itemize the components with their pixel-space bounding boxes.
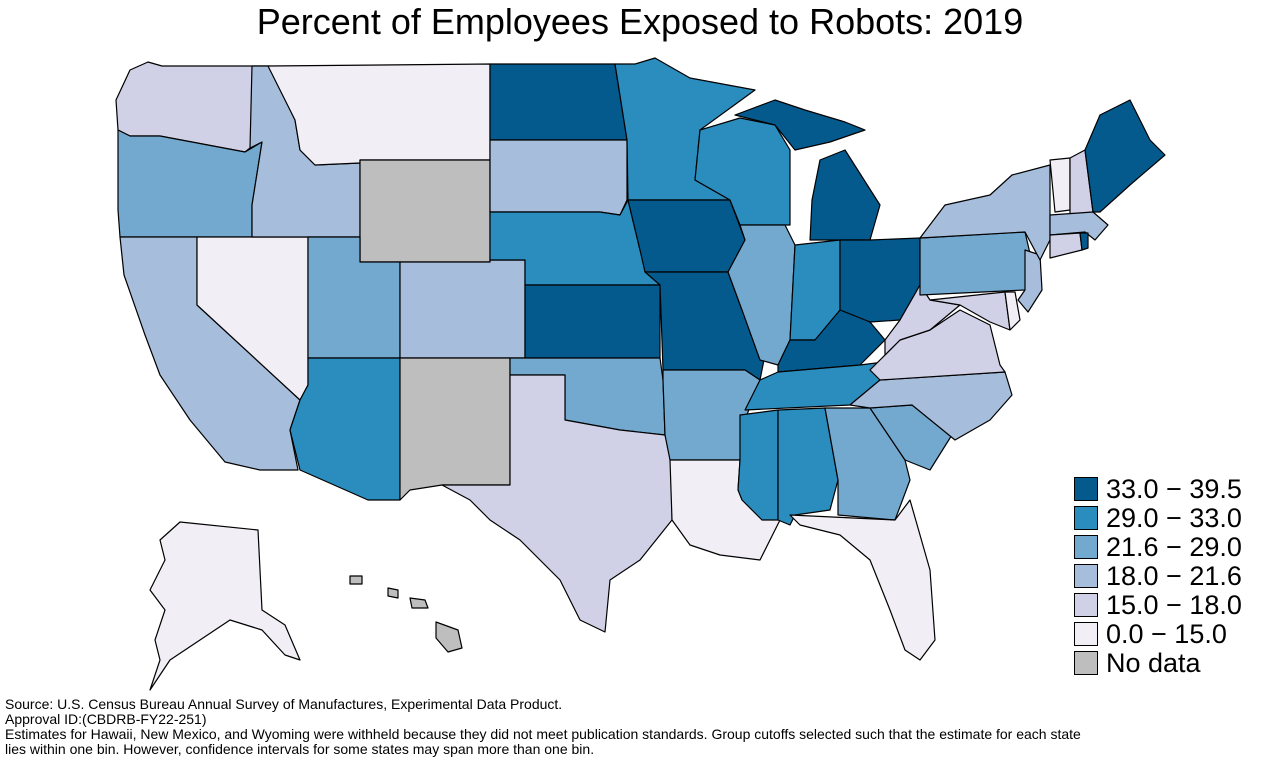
- state-PA: [919, 231, 1033, 296]
- notes-line: Estimates for Hawaii, New Mexico, and Wy…: [5, 726, 1081, 742]
- state-NM: [399, 357, 511, 501]
- state-VT: [1049, 157, 1071, 213]
- legend-item: 33.0 − 39.5: [1074, 474, 1274, 503]
- legend-item: 21.6 − 29.0: [1074, 532, 1274, 561]
- state-ND: [489, 63, 628, 141]
- state-TX: [441, 374, 673, 633]
- legend-item: 15.0 − 18.0: [1074, 590, 1274, 619]
- legend-label: 15.0 − 18.0: [1106, 589, 1242, 620]
- legend-swatch: [1074, 621, 1098, 646]
- legend-label: 33.0 − 39.5: [1106, 473, 1242, 504]
- map-title: Percent of Employees Exposed to Robots: …: [256, 1, 1024, 42]
- source-notes: Source: U.S. Census Bureau Annual Survey…: [5, 697, 1275, 757]
- legend-label: 0.0 − 15.0: [1106, 618, 1227, 649]
- legend-swatch: [1074, 505, 1098, 530]
- legend-swatch: [1074, 476, 1098, 501]
- map-legend: 33.0 − 39.5 29.0 − 33.0 21.6 − 29.0 18.0…: [1074, 474, 1274, 677]
- state-HI: [349, 575, 463, 653]
- approval-line: Approval ID:(CBDRB-FY22-251): [5, 711, 207, 727]
- state-RI: [1079, 232, 1089, 251]
- legend-swatch: [1074, 563, 1098, 588]
- legend-swatch: [1074, 650, 1098, 675]
- legend-item: 0.0 − 15.0: [1074, 619, 1274, 648]
- state-CT: [1049, 232, 1083, 259]
- state-FL: [789, 499, 936, 661]
- state-CO: [399, 259, 526, 359]
- state-SD: [489, 139, 628, 216]
- state-WI: [694, 117, 791, 226]
- legend-item: No data: [1074, 648, 1274, 677]
- us-choropleth-map: [115, 57, 1166, 691]
- legend-label: 18.0 − 21.6: [1106, 560, 1242, 591]
- state-MT: [267, 63, 491, 166]
- state-MD: [929, 291, 1011, 331]
- state-ME: [1084, 99, 1166, 213]
- notes-line: lies within one bin. However, confidence…: [5, 741, 595, 757]
- legend-swatch: [1074, 534, 1098, 559]
- state-AK: [149, 521, 301, 691]
- legend-label: No data: [1106, 647, 1201, 678]
- legend-item: 29.0 − 33.0: [1074, 503, 1274, 532]
- state-DE: [1004, 291, 1021, 331]
- legend-swatch: [1074, 592, 1098, 617]
- legend-label: 29.0 − 33.0: [1106, 502, 1242, 533]
- state-IL: [727, 224, 796, 366]
- state-WY: [359, 159, 491, 263]
- state-IA: [627, 199, 746, 273]
- legend-item: 18.0 − 21.6: [1074, 561, 1274, 590]
- state-KS: [524, 284, 661, 359]
- source-line: Source: U.S. Census Bureau Annual Survey…: [5, 696, 563, 712]
- legend-label: 21.6 − 29.0: [1106, 531, 1242, 562]
